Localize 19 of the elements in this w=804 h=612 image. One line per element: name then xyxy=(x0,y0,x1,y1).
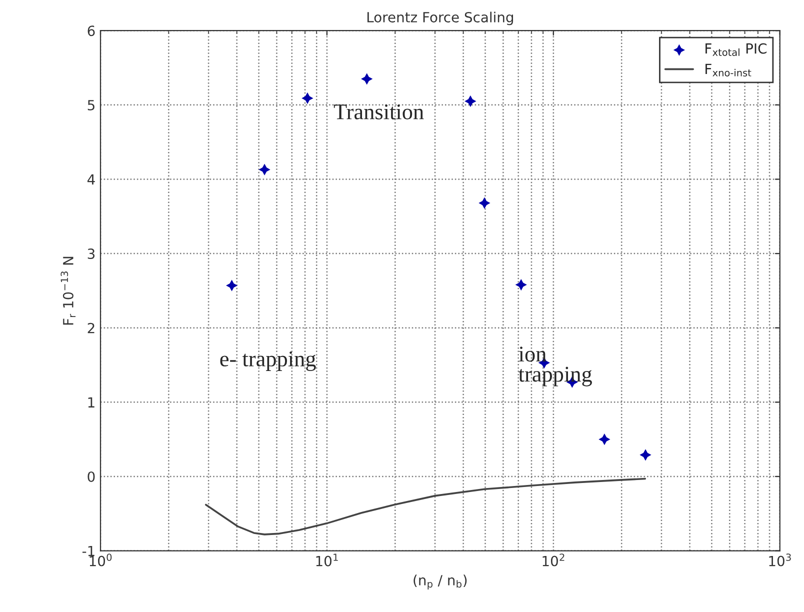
x-axis-title: (n$_{p}$ / n$_{b}$) xyxy=(414,574,467,590)
y-tick-label: 1 xyxy=(88,397,94,408)
y-axis-title: F$_{r}$ 10$^{−13}$ N xyxy=(60,256,76,325)
annotation: e- trapping xyxy=(220,351,316,372)
legend-label: F$_{xno-inst}$ xyxy=(706,64,752,76)
y-tick-label: 0 xyxy=(88,471,95,482)
x-tick-label: 10$^{1}$ xyxy=(316,554,338,566)
y-tick-label: 5 xyxy=(88,100,94,110)
y-tick-label: -1 xyxy=(82,546,94,556)
chart-title: Lorentz Force Scaling xyxy=(367,12,514,26)
y-tick-label: 3 xyxy=(88,248,95,260)
x-tick-label: 10$^{3}$ xyxy=(769,554,791,566)
legend-label: F$_{xtotal}$ PIC xyxy=(706,43,767,56)
annotation: Transition xyxy=(334,104,424,120)
y-tick-label: 2 xyxy=(88,322,94,334)
x-tick-label: 10$^{2}$ xyxy=(542,554,564,566)
y-tick-label: 4 xyxy=(87,174,95,185)
y-tick-label: 6 xyxy=(88,26,95,36)
annotation: ion trapping xyxy=(518,346,592,386)
